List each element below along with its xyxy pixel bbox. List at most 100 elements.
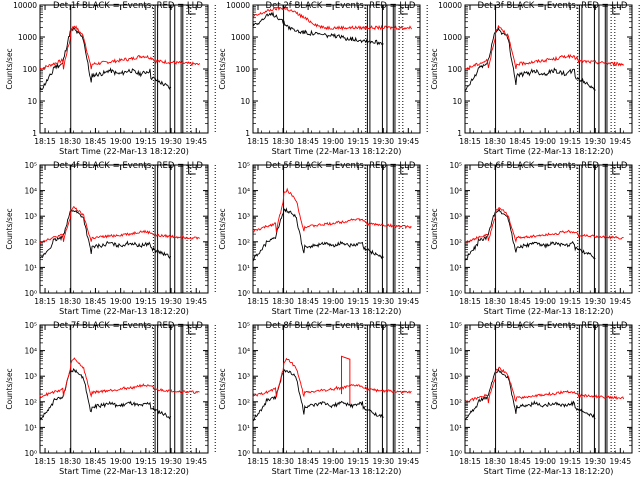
x-tick-label: 18:30: [484, 137, 506, 146]
detector-panel-8: Det 8f BLACK = Events, RED = LLD 10⁰ 10¹ 10…: [218, 321, 428, 476]
y-tick-label: 10⁰: [237, 289, 250, 298]
x-tick-label: 18:30: [272, 137, 294, 146]
y-tick-label: 10⁵: [237, 161, 250, 170]
y-tick-label: 1: [32, 129, 37, 138]
y-tick-label: 10: [27, 97, 37, 106]
bracket-marker: [400, 325, 408, 335]
y-tick-label: 10¹: [237, 263, 250, 272]
detector-panel-3: Det 3f BLACK = Events, RED = LLD 1 10 100 10…: [430, 1, 640, 156]
y-tick-label: 10³: [237, 372, 250, 381]
x-tick-label: 19:45: [185, 297, 207, 306]
lld-series-line: [464, 366, 625, 404]
x-tick-label: 18:15: [247, 297, 269, 306]
lld-series-line: [464, 207, 624, 244]
x-tick-label: 19:30: [372, 297, 394, 306]
y-tick-label: 10: [240, 97, 250, 106]
y-tick-label: 100: [23, 65, 38, 74]
y-tick-label: 10⁴: [237, 347, 250, 356]
x-tick-label: 18:45: [297, 297, 319, 306]
lld-spike: [341, 355, 351, 405]
detector-panel-1: Det 1f BLACK = Events, RED = LLD 1 10 100 10…: [5, 1, 216, 156]
x-tick-label: 19:30: [372, 137, 394, 146]
y-tick-label: 10000: [226, 1, 250, 10]
x-tick-label: 18:15: [34, 297, 56, 306]
x-tick-label: 18:15: [459, 297, 481, 306]
x-tick-label: 18:45: [509, 457, 531, 466]
panel-title: Det 2f BLACK = Events, RED = LLD: [266, 1, 416, 11]
y-tick-label: 10¹: [237, 423, 250, 432]
y-tick-label: 10²: [237, 398, 250, 407]
panel-title: Det 4f BLACK = Events, RED = LLD: [53, 161, 203, 171]
x-axis-label: Start Time (22-Mar-13 18:12:20): [484, 467, 614, 476]
x-tick-label: 19:00: [110, 137, 132, 146]
x-tick-label: 19:15: [347, 137, 369, 146]
panel-title: Det 9f BLACK = Events, RED = LLD: [478, 321, 628, 331]
x-tick-label: 18:45: [85, 457, 107, 466]
y-tick-label: 10¹: [449, 263, 462, 272]
x-tick-label: 19:15: [559, 457, 581, 466]
x-tick-label: 19:30: [160, 137, 182, 146]
x-tick-label: 19:45: [185, 137, 207, 146]
y-axis-label: Counts/sec: [218, 208, 227, 249]
x-tick-label: 18:30: [484, 297, 506, 306]
x-tick-label: 19:15: [135, 457, 157, 466]
y-tick-label: 10⁵: [237, 321, 250, 330]
bracket-marker: [612, 165, 620, 175]
x-axis-label: Start Time (22-Mar-13 18:12:20): [272, 467, 402, 476]
x-tick-label: 18:15: [459, 137, 481, 146]
x-tick-label: 18:30: [272, 297, 294, 306]
x-axis-label: Start Time (22-Mar-13 18:12:20): [484, 147, 614, 156]
y-tick-label: 10⁵: [24, 321, 37, 330]
panel-title: Det 8f BLACK = Events, RED = LLD: [266, 321, 416, 331]
x-tick-label: 18:15: [34, 137, 56, 146]
x-tick-label: 19:15: [347, 457, 369, 466]
x-tick-label: 19:15: [135, 137, 157, 146]
x-tick-label: 19:45: [185, 457, 207, 466]
x-tick-label: 19:45: [397, 297, 419, 306]
panel-title: Det 1f BLACK = Events, RED = LLD: [53, 1, 203, 11]
y-tick-label: 100: [236, 65, 251, 74]
events-series-line: [464, 367, 596, 420]
x-tick-label: 19:45: [397, 457, 419, 466]
y-axis-label: Counts/sec: [218, 368, 227, 409]
detector-panel-4: Det 4f BLACK = Events, RED = LLD 10⁰ 10¹ 10…: [5, 161, 216, 316]
detector-panel-9: Det 9f BLACK = Events, RED = LLD 10⁰ 10¹ 10…: [430, 321, 640, 476]
y-tick-label: 1000: [231, 33, 250, 42]
bracket-marker: [612, 325, 620, 335]
y-tick-label: 10⁵: [449, 321, 462, 330]
x-tick-label: 18:30: [59, 457, 81, 466]
x-axis-label: Start Time (22-Mar-13 18:12:20): [272, 147, 402, 156]
x-tick-label: 19:15: [135, 297, 157, 306]
y-tick-label: 10³: [24, 212, 37, 221]
x-tick-label: 18:45: [509, 297, 531, 306]
y-axis-label: Counts/sec: [5, 48, 14, 89]
y-tick-label: 10³: [449, 372, 462, 381]
bracket-marker: [188, 165, 196, 175]
y-tick-label: 10²: [449, 238, 462, 247]
x-tick-label: 18:45: [509, 137, 531, 146]
x-tick-label: 18:15: [247, 137, 269, 146]
panel-title: Det 5f BLACK = Events, RED = LLD: [266, 161, 416, 171]
x-tick-label: 19:30: [372, 457, 394, 466]
detector-panel-5: Det 5f BLACK = Events, RED = LLD 10⁰ 10¹ 10…: [218, 161, 428, 316]
x-tick-label: 18:45: [85, 297, 107, 306]
lld-series-line: [464, 24, 624, 70]
x-tick-label: 19:30: [160, 297, 182, 306]
x-axis-label: Start Time (22-Mar-13 18:12:20): [272, 307, 402, 316]
x-tick-label: 19:45: [609, 297, 631, 306]
y-tick-label: 10⁰: [449, 449, 462, 458]
detector-panel-7: Det 7f BLACK = Events, RED = LLD 10⁰ 10¹ 10…: [5, 321, 216, 476]
y-axis-label: Counts/sec: [430, 208, 439, 249]
x-axis-label: Start Time (22-Mar-13 18:12:20): [484, 307, 614, 316]
panel-title: Det 6f BLACK = Events, RED = LLD: [478, 161, 628, 171]
x-tick-label: 18:45: [85, 137, 107, 146]
lld-series-line: [39, 206, 200, 243]
x-tick-label: 18:45: [297, 457, 319, 466]
detector-panel-2: Det 2f BLACK = Events, RED = LLD 1 10 100 10…: [218, 1, 428, 156]
x-tick-label: 18:30: [272, 457, 294, 466]
y-axis-label: Counts/sec: [430, 48, 439, 89]
y-tick-label: 10⁴: [24, 347, 37, 356]
y-tick-label: 10²: [449, 398, 462, 407]
y-tick-label: 10⁴: [449, 187, 462, 196]
x-tick-label: 19:45: [609, 457, 631, 466]
